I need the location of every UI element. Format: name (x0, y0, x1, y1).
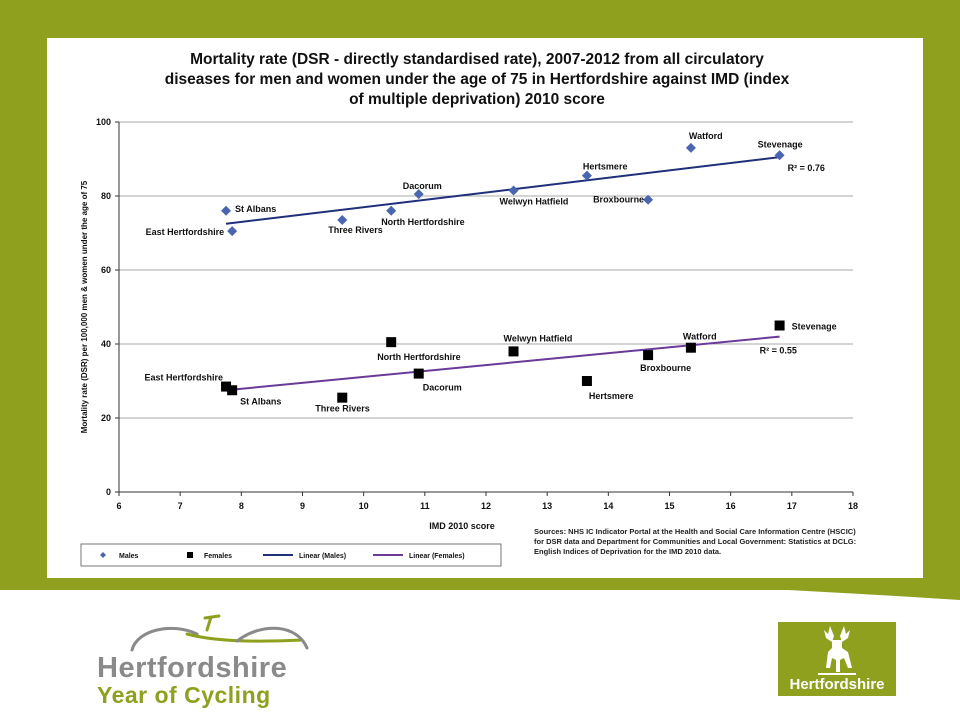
chart-title-line-2: diseases for men and women under the age… (164, 71, 790, 88)
legend-label-linear-males: Linear (Males) (299, 553, 346, 560)
x-tick-label: 14 (603, 501, 613, 511)
data-point-males (508, 185, 519, 196)
legend-label-linear-females: Linear (Females) (409, 553, 465, 560)
point-label: Broxbourne (640, 363, 691, 373)
x-tick-label: 8 (239, 501, 244, 511)
crest-label: Hertfordshire (789, 676, 885, 693)
scatter-chart: 0 20 40 60 80 100 6 7 8 9 10 11 12 13 14 15 16 17 18 IMD 20… (80, 117, 858, 567)
data-point-males (581, 170, 592, 181)
x-tick-label: 6 (116, 501, 121, 511)
point-label: North Hertfordshire (381, 217, 465, 227)
y-axis-label: Mortality rate (DSR) per 100,000 men & w… (80, 180, 89, 433)
y-tick-label: 0 (106, 487, 111, 497)
x-tick-label: 9 (300, 501, 305, 511)
data-point-males (685, 142, 696, 153)
chart-title-line-3: of multiple deprivation) 2010 score (349, 91, 605, 108)
sources-line-2: for DSR data and Department for Communit… (534, 537, 857, 546)
data-point-males (643, 194, 654, 205)
data-point-females (581, 376, 592, 386)
chart-title-line-1: Mortality rate (DSR - directly standardi… (190, 51, 764, 68)
y-tick-label: 60 (101, 265, 111, 275)
cycling-logo: Hertfordshire Year of Cycling (97, 612, 327, 708)
point-label: East Hertfordshire (145, 373, 224, 383)
data-point-females (685, 342, 696, 353)
y-tick-label: 40 (101, 339, 111, 349)
legend-label-males: Males (119, 553, 139, 560)
x-tick-label: 10 (359, 501, 369, 511)
r-squared-label: R² = 0.76 (788, 163, 825, 173)
point-label: Hertsmere (583, 162, 628, 172)
data-point-females (643, 350, 654, 361)
point-label: Welwyn Hatfield (504, 333, 573, 343)
x-axis-label: IMD 2010 score (429, 521, 495, 531)
chart-panel: 0 20 40 60 80 100 6 7 8 9 10 11 12 13 14 15 16 17 18 IMD 20… (47, 38, 923, 578)
point-label: Watford (689, 131, 723, 141)
point-label: Stevenage (758, 139, 803, 149)
sources-line-3: English Indices of Deprivation for the I… (534, 547, 722, 556)
data-point-females (227, 385, 238, 396)
legend-label-females: Females (204, 553, 232, 560)
x-tick-label: 16 (726, 501, 736, 511)
logo-line-2: Year of Cycling (97, 682, 271, 708)
data-point-females (386, 337, 397, 348)
point-label: East Hertfordshire (146, 227, 225, 237)
y-tick-label: 80 (101, 191, 111, 201)
sources-note: Sources: NHS IC Indicator Portal at the … (534, 527, 857, 557)
data-point-males (221, 205, 232, 216)
x-tick-label: 18 (848, 501, 858, 511)
data-point-females (221, 381, 232, 392)
point-label: Three Rivers (328, 225, 383, 235)
sources-line-1: Sources: NHS IC Indicator Portal at the … (534, 527, 856, 536)
data-point-females (413, 368, 424, 379)
x-tick-label: 15 (664, 501, 674, 511)
point-label: Dacorum (403, 181, 442, 191)
point-label: North Hertfordshire (377, 352, 461, 362)
hertfordshire-crest: Hertfordshire (778, 622, 896, 696)
trendline-females (225, 335, 780, 392)
data-point-males (774, 150, 785, 161)
point-label: Dacorum (423, 383, 462, 393)
point-label: St Albans (235, 204, 276, 214)
r-squared-label: R² = 0.55 (760, 346, 797, 356)
x-tick-label: 11 (420, 501, 430, 511)
point-label: Three Rivers (315, 404, 370, 414)
data-point-males (386, 205, 397, 216)
point-label: St Albans (240, 396, 281, 406)
point-label: Watford (683, 332, 717, 342)
x-tick-label: 12 (481, 501, 491, 511)
point-label: Broxbourne (593, 195, 644, 205)
point-label: Stevenage (792, 322, 837, 332)
x-tick-label: 17 (787, 501, 797, 511)
y-tick-label: 100 (96, 117, 111, 127)
trendline-males (225, 156, 780, 225)
data-point-males (227, 226, 238, 237)
point-label: Welwyn Hatfield (500, 196, 569, 206)
chart-title: Mortality rate (DSR - directly standardi… (117, 50, 837, 110)
point-label: Hertsmere (589, 391, 634, 401)
logo-line-1: Hertfordshire (97, 652, 288, 684)
legend-marker-males (100, 552, 106, 558)
data-point-females (508, 346, 519, 357)
x-tick-label: 7 (178, 501, 183, 511)
x-tick-label: 13 (542, 501, 552, 511)
data-point-females (774, 320, 785, 331)
data-point-males (413, 189, 424, 200)
stag-icon (818, 626, 856, 675)
data-point-males (337, 215, 348, 226)
y-tick-label: 20 (101, 413, 111, 423)
bicycle-icon (130, 614, 309, 652)
data-point-females (337, 392, 348, 403)
legend-marker-females (187, 552, 193, 558)
